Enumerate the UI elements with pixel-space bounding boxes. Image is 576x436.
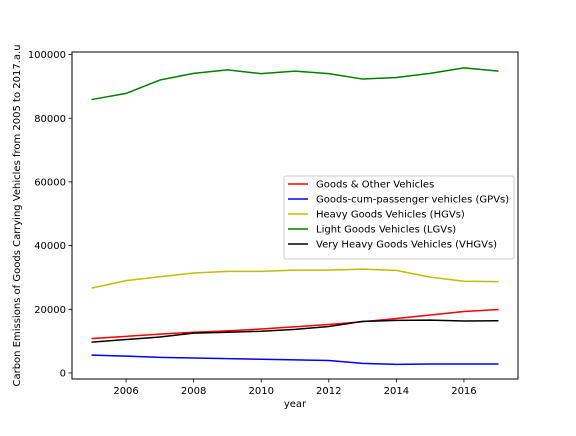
y-tick-label: 20000 — [34, 305, 66, 316]
series-line-very-heavy-goods-vehicles-vhgvs — [91, 319, 499, 343]
legend: Goods & Other Vehicles Goods-cum-passenge… — [283, 175, 515, 260]
x-tick-label: 2014 — [384, 386, 409, 397]
legend-label-goods-cum-passenger-vehicles-gpvs: Goods-cum-passenger vehicles (GPVs) — [316, 195, 509, 206]
series-line-light-goods-vehicles-lgvs — [91, 67, 499, 101]
x-axis-ticks: 2006 2008 2010 2012 2014 2016 — [113, 379, 477, 397]
y-axis-ticks: 0 20000 40000 60000 80000 100000 — [28, 50, 72, 380]
x-tick-label: 2016 — [451, 386, 476, 397]
y-tick-label: 0 — [60, 369, 66, 380]
axes-frame — [71, 51, 519, 380]
x-tick-label: 2006 — [113, 386, 138, 397]
series-line-goods-other-vehicles — [91, 308, 499, 340]
y-tick-label: 100000 — [28, 50, 66, 61]
y-axis-label: Carbon Emissions of Goods Carrying Vehic… — [12, 44, 23, 386]
y-tick-label: 60000 — [34, 178, 66, 189]
x-axis-label: year — [284, 399, 307, 410]
legend-label-goods-other-vehicles: Goods & Other Vehicles — [316, 180, 434, 191]
x-tick-label: 2008 — [181, 386, 206, 397]
legend-label-light-goods-vehicles-lgvs: Light Goods Vehicles (LGVs) — [316, 225, 456, 236]
legend-box — [283, 175, 515, 260]
legend-label-heavy-goods-vehicles-hgvs: Heavy Goods Vehicles (HGVs) — [316, 210, 465, 221]
x-tick-label: 2012 — [316, 386, 341, 397]
series-lines — [91, 67, 499, 366]
series-line-heavy-goods-vehicles-hgvs — [91, 268, 499, 289]
legend-label-very-heavy-goods-vehicles-vhgvs: Very Heavy Goods Vehicles (VHGVs) — [316, 240, 497, 251]
series-line-goods-cum-passenger-vehicles-gpvs — [91, 354, 499, 366]
x-tick-label: 2010 — [248, 386, 273, 397]
y-tick-label: 80000 — [34, 114, 66, 125]
y-tick-label: 40000 — [34, 241, 66, 252]
